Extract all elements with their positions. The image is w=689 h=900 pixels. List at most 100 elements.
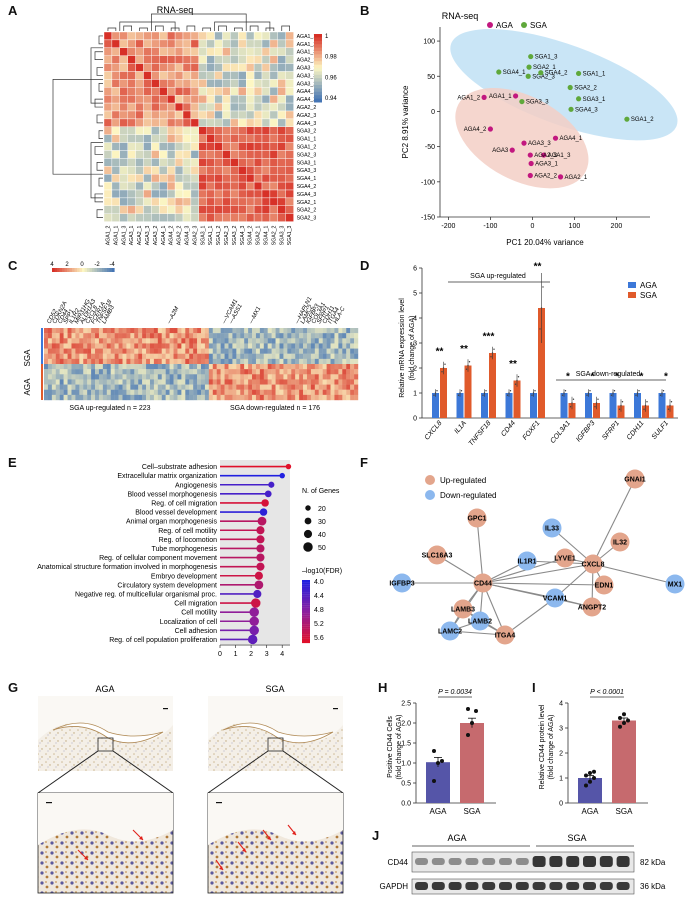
heatmap-cell — [79, 389, 84, 396]
heatmap-cell — [253, 102, 263, 112]
heatmap-cell — [67, 394, 72, 401]
heatmap-cell — [322, 394, 327, 401]
data-point — [643, 408, 645, 410]
heatmap-cell — [173, 333, 178, 339]
heatmap-cell — [159, 197, 168, 206]
heatmap-cell — [177, 379, 182, 385]
pca-point-label: AGA3_3 — [528, 141, 551, 147]
heatmap-cell — [330, 343, 335, 349]
heatmap-cell — [173, 343, 178, 349]
heatmap-cell — [174, 118, 184, 128]
heatmap-cell — [103, 47, 113, 56]
heatmap-cell — [193, 358, 198, 365]
heatmap-cell — [212, 348, 217, 354]
heatmap-cell — [182, 94, 192, 104]
color-legend-segment — [302, 611, 310, 614]
heatmap-cell — [318, 333, 323, 339]
data-point — [491, 352, 494, 354]
heatmap-cell — [338, 379, 343, 385]
heatmap-cell — [79, 353, 84, 360]
data-point — [584, 783, 588, 788]
color-legend-segment — [302, 628, 310, 631]
heatmap-cell — [111, 94, 121, 104]
heatmap-cell — [222, 173, 231, 183]
data-point — [622, 712, 626, 717]
heatmap-cell — [119, 102, 128, 112]
heatmap-cell — [232, 394, 237, 401]
heatmap-cell — [44, 343, 49, 349]
heatmap-cell — [151, 166, 160, 175]
heatmap-cell — [119, 63, 128, 72]
heatmap-cell — [326, 333, 331, 339]
heatmap-cell — [185, 353, 190, 360]
heatmap-cell — [126, 333, 131, 339]
heatmap-col-label: SGA2_3 — [224, 225, 230, 245]
heatmap-cell — [134, 394, 139, 401]
heatmap-cell — [67, 333, 72, 339]
heatmap-cell — [159, 110, 168, 120]
heatmap-cell — [182, 126, 192, 135]
heatmap-cell — [279, 394, 284, 401]
heatmap-cell — [350, 389, 355, 396]
heatmap-cell — [285, 166, 294, 175]
heatmap-cell — [269, 31, 278, 41]
heatmap-cell — [44, 338, 49, 344]
heatmap-cell — [111, 150, 121, 159]
heatmap-cell — [230, 158, 239, 167]
panel-h-ylabel-1: Positive CD44 Cells — [387, 716, 394, 778]
pca-point — [528, 53, 534, 60]
heatmap-cell — [159, 102, 168, 112]
heatmap-cell — [189, 333, 194, 339]
heatmap-cell — [212, 343, 217, 349]
panel-a-colorbar: 10.980.960.94 — [314, 34, 337, 103]
network-node — [470, 611, 490, 631]
heatmap-cell — [326, 384, 331, 390]
heatmap-cell — [245, 94, 255, 104]
colorscale-segment — [92, 268, 95, 272]
term-label: Cell migration — [174, 601, 217, 608]
heatmap-cell — [111, 197, 121, 206]
gapdh-band — [566, 882, 580, 890]
heatmap-cell — [295, 389, 300, 396]
panel-d-bar-chart: 0123456**CXCL8**IL1A***TNFSF18**CD44**FO… — [399, 262, 678, 448]
heatmap-cell — [230, 205, 239, 214]
legend-label: AGA — [496, 21, 514, 30]
cd44-band — [499, 858, 512, 865]
heatmap-cell — [201, 358, 206, 365]
heatmap-cell — [263, 343, 268, 349]
data-point — [635, 394, 637, 396]
heatmap-cell — [161, 384, 166, 390]
pca-point-label: AGA4_2 — [464, 127, 487, 133]
heatmap-cell — [350, 353, 355, 360]
lollipop-head — [247, 634, 258, 645]
panel-c-row-sga: SGA — [23, 349, 32, 367]
heatmap-cell — [143, 134, 152, 143]
heatmap-row-label: AGA3_1 — [297, 66, 317, 72]
y-tick-label: 1 — [559, 776, 563, 783]
heatmap-cell — [173, 353, 178, 360]
heatmap-col-label: AGA3_1 — [129, 225, 135, 245]
heatmap-cell — [177, 333, 182, 339]
heatmap-cell — [232, 358, 237, 365]
heatmap-cell — [169, 338, 174, 344]
dendrogram-link — [98, 177, 103, 187]
heatmap-cell — [216, 333, 221, 339]
pca-point-label: AGA1_3 — [548, 153, 571, 159]
sga-zoom-line-left — [207, 750, 269, 794]
heatmap-cell — [111, 63, 121, 72]
heatmap-row-label: AGA3_2 — [297, 81, 317, 87]
heatmap-cell — [159, 205, 168, 214]
heatmap-cell — [269, 150, 278, 159]
heatmap-cell — [98, 328, 104, 334]
heatmap-cell — [295, 358, 300, 365]
heatmap-cell — [334, 379, 339, 385]
dendrogram-link — [94, 193, 103, 203]
heatmap-cell — [283, 394, 288, 401]
heatmap-cell — [198, 39, 207, 49]
network-node — [625, 469, 645, 489]
heatmap-cell — [166, 213, 176, 222]
heatmap-cell — [47, 338, 53, 344]
heatmap-cell — [238, 197, 247, 206]
heatmap-cell — [63, 384, 68, 390]
heatmap-cell — [44, 374, 49, 380]
